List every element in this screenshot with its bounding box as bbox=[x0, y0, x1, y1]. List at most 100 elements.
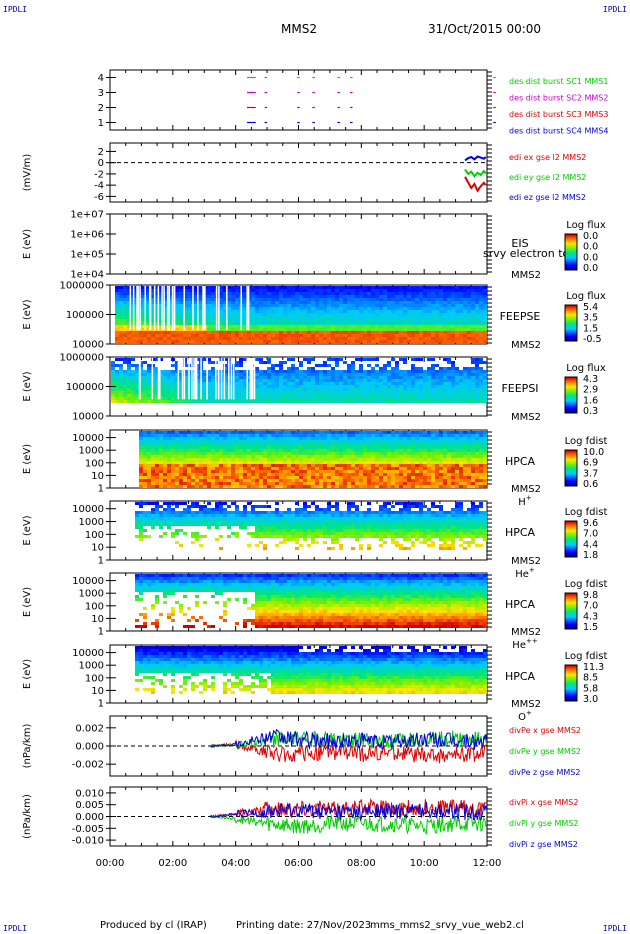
plot-date: 31/Oct/2015 00:00 bbox=[428, 22, 542, 36]
spacecraft-label: MMS2 bbox=[511, 699, 541, 710]
series-line bbox=[464, 155, 487, 162]
data-gap bbox=[204, 286, 206, 331]
y-tick-label: 100 bbox=[85, 458, 104, 469]
data-gap bbox=[217, 358, 220, 400]
data-gap bbox=[251, 358, 254, 400]
species-charge: + bbox=[526, 709, 532, 717]
y-axis-label: E (eV) bbox=[22, 587, 33, 617]
data-gap bbox=[136, 286, 138, 331]
colorbar-tick-label: 11.3 bbox=[583, 662, 604, 673]
data-gap bbox=[215, 358, 217, 400]
species-charge: ++ bbox=[526, 637, 538, 645]
legend-label: divPi z gse MMS2 bbox=[509, 840, 578, 849]
y-axis-label: E (eV) bbox=[22, 299, 33, 329]
colorbar-tick-label: 9.6 bbox=[583, 518, 598, 529]
y-tick-label: 1 bbox=[98, 484, 104, 495]
y-tick-label: 1e+06 bbox=[70, 230, 104, 241]
colorbar bbox=[565, 234, 577, 271]
y-tick-label: 1000 bbox=[79, 446, 104, 457]
colorbar-title: Log fdist bbox=[565, 436, 608, 447]
species-label: O+ bbox=[518, 709, 532, 723]
footer-printing-date: Printing date: 27/Nov/2023 bbox=[236, 920, 372, 931]
instrument-label: HPCA bbox=[505, 526, 536, 539]
y-tick-label: 3 bbox=[98, 88, 104, 99]
series-line bbox=[210, 814, 488, 836]
colorbar-tick-label: 7.0 bbox=[583, 529, 598, 540]
data-gap bbox=[183, 358, 186, 400]
colorbar-tick-label: 8.5 bbox=[583, 673, 598, 684]
legend-label: divPi x gse MMS2 bbox=[509, 798, 578, 807]
data-gap bbox=[168, 286, 171, 331]
data-gap bbox=[129, 286, 132, 331]
series-line bbox=[464, 168, 487, 178]
data-gap bbox=[230, 358, 233, 400]
spacecraft-label: MMS2 bbox=[511, 556, 541, 567]
colorbar-tick-label: 5.8 bbox=[583, 683, 598, 694]
spacecraft-label: MMS2 bbox=[511, 412, 541, 423]
legend-label: des dist burst SC3 MMS3 bbox=[509, 110, 608, 119]
y-tick-label: -0.010 bbox=[72, 836, 104, 847]
colorbar-tick-label: 7.0 bbox=[583, 601, 598, 612]
instrument-label: FEEPSE bbox=[500, 310, 541, 323]
data-gap bbox=[163, 286, 165, 331]
colorbar-tick-label: 6.9 bbox=[583, 458, 598, 469]
spectrogram-cells bbox=[111, 358, 487, 403]
time-tick-label: 10:00 bbox=[410, 858, 439, 869]
species-label: He++ bbox=[512, 637, 538, 651]
corner-label-bottom-left: IPDLI bbox=[3, 924, 28, 933]
data-gap bbox=[223, 358, 226, 400]
colorbar-frame bbox=[564, 664, 578, 702]
y-axis-label: E (eV) bbox=[22, 444, 33, 474]
spectrogram-cells bbox=[139, 431, 487, 488]
colorbar-title: Log fdist bbox=[565, 651, 608, 662]
y-tick-label: 1000000 bbox=[59, 353, 104, 364]
y-tick-label: 100000 bbox=[66, 382, 104, 393]
colorbar-title: Log fdist bbox=[565, 579, 608, 590]
y-tick-label: 1 bbox=[98, 627, 104, 638]
legend-label: divPi y gse MMS2 bbox=[509, 819, 578, 828]
colorbar-tick-label: 1.8 bbox=[583, 550, 598, 561]
y-tick-label: 1e+04 bbox=[70, 270, 104, 281]
colorbar-title: Log flux bbox=[566, 220, 606, 231]
y-tick-label: 1000000 bbox=[59, 281, 104, 292]
y-tick-label: 1 bbox=[98, 118, 104, 129]
y-tick-label: 100 bbox=[85, 601, 104, 612]
colorbar-tick-label: 0.0 bbox=[583, 231, 598, 242]
data-gap bbox=[215, 286, 218, 331]
y-tick-label: 1 bbox=[98, 556, 104, 567]
y-axis-label: (nPa/km) bbox=[22, 724, 33, 769]
legend-label: divPe x gse MMS2 bbox=[509, 726, 581, 735]
colorbar-tick-label: 0.6 bbox=[583, 479, 598, 490]
y-tick-label: 10 bbox=[91, 686, 104, 697]
colorbar-tick-label: 9.8 bbox=[583, 590, 598, 601]
y-tick-label: -0.002 bbox=[72, 760, 104, 771]
data-gap bbox=[149, 286, 151, 331]
data-gap bbox=[220, 358, 223, 400]
colorbar-title: Log flux bbox=[566, 363, 606, 374]
y-tick-label: 1000 bbox=[79, 517, 104, 528]
y-tick-label: 10000 bbox=[72, 648, 104, 659]
y-axis-label: (mV/m) bbox=[22, 154, 33, 192]
data-gap bbox=[202, 286, 204, 331]
colorbar-tick-label: 3.0 bbox=[583, 694, 598, 705]
legend-label: edi ey gse l2 MMS2 bbox=[509, 173, 587, 182]
data-gap bbox=[246, 358, 248, 400]
colorbar bbox=[565, 305, 577, 342]
y-tick-label: 1e+05 bbox=[70, 250, 104, 261]
y-tick-label: 10000 bbox=[72, 433, 104, 444]
data-gap bbox=[226, 286, 228, 331]
y-tick-label: 0 bbox=[98, 158, 104, 169]
y-tick-label: 10 bbox=[91, 471, 104, 482]
data-gap bbox=[166, 286, 169, 331]
colorbar bbox=[565, 377, 577, 414]
time-tick-label: 12:00 bbox=[473, 858, 502, 869]
data-gap bbox=[228, 358, 230, 400]
y-tick-label: 0.002 bbox=[75, 723, 104, 734]
corner-label-bottom-right: IPDLI bbox=[602, 924, 627, 933]
species-label: He+ bbox=[515, 566, 535, 580]
data-gap bbox=[171, 286, 174, 331]
colorbar bbox=[565, 521, 577, 558]
data-gap bbox=[157, 286, 160, 331]
colorbar-tick-label: 2.9 bbox=[583, 385, 598, 396]
y-tick-label: -4 bbox=[94, 181, 104, 192]
